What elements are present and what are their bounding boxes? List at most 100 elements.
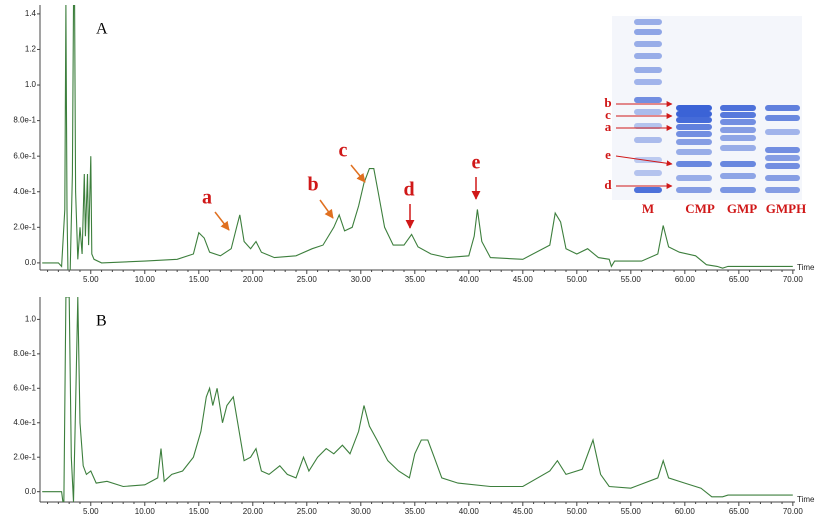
x-tick-label: 55.00 xyxy=(621,275,642,284)
lane-label: M xyxy=(642,201,654,216)
gel-band xyxy=(676,149,712,155)
x-tick-label: 15.00 xyxy=(189,507,210,516)
x-tick-label: 65.00 xyxy=(729,507,750,516)
x-tick-label: 55.00 xyxy=(621,507,642,516)
x-tick-label: 60.00 xyxy=(675,275,696,284)
gel-band xyxy=(720,187,756,193)
x-tick-label: 60.00 xyxy=(675,507,696,516)
gel-band xyxy=(720,145,756,151)
x-tick-label: 35.00 xyxy=(405,275,426,284)
x-axis-label: Time xyxy=(797,495,815,504)
gel-band xyxy=(720,119,756,125)
x-tick-label: 35.00 xyxy=(405,507,426,516)
lane-label: GMPH xyxy=(766,201,806,216)
y-tick-label: 2.0e-1 xyxy=(13,452,36,461)
gel-band xyxy=(720,112,756,118)
gel-band xyxy=(634,187,662,193)
x-tick-label: 50.00 xyxy=(567,275,588,284)
x-tick-label: 65.00 xyxy=(729,275,750,284)
x-tick-label: 30.00 xyxy=(351,507,372,516)
gel-band xyxy=(765,155,800,161)
x-tick-label: 70.00 xyxy=(783,507,804,516)
panel-label: A xyxy=(96,21,108,38)
y-tick-label: 1.0 xyxy=(25,315,37,324)
gel-band xyxy=(676,117,712,123)
gel-band xyxy=(720,105,756,111)
gel-band xyxy=(634,97,662,103)
band-label: d xyxy=(604,177,612,192)
y-tick-label: 4.0e-1 xyxy=(13,187,36,196)
gel-band xyxy=(676,124,712,130)
x-tick-label: 20.00 xyxy=(243,275,264,284)
x-tick-label: 15.00 xyxy=(189,275,210,284)
annotation-arrow xyxy=(350,164,366,183)
y-tick-label: 8.0e-1 xyxy=(13,349,36,358)
x-tick-label: 40.00 xyxy=(459,507,480,516)
gel-band xyxy=(765,163,800,169)
band-label: a xyxy=(605,119,612,134)
y-tick-label: 6.0e-1 xyxy=(13,383,36,392)
y-tick-label: 4.0e-1 xyxy=(13,418,36,427)
peak-annotation: b xyxy=(307,174,318,196)
gel-band xyxy=(634,109,662,115)
gel-band xyxy=(765,129,800,135)
gel-band xyxy=(765,147,800,153)
gel-band xyxy=(676,111,712,117)
gel-band xyxy=(765,175,800,181)
x-tick-label: 5.00 xyxy=(83,507,99,516)
panel-label: B xyxy=(96,313,107,330)
y-tick-label: 1.0 xyxy=(25,80,37,89)
peak-annotation: c xyxy=(339,140,348,162)
peak-annotation: e xyxy=(472,152,481,174)
x-tick-label: 40.00 xyxy=(459,275,480,284)
annotation-arrow xyxy=(214,211,230,231)
band-label: c xyxy=(605,107,611,122)
y-tick-label: 1.4 xyxy=(25,9,37,18)
band-label: e xyxy=(605,147,611,162)
x-tick-label: 45.00 xyxy=(513,507,534,516)
gel-band xyxy=(765,115,800,121)
x-axis-label: Time xyxy=(797,263,815,272)
gel-band xyxy=(634,29,662,35)
trace-line xyxy=(42,297,793,502)
y-tick-label: 0.0 xyxy=(25,258,37,267)
gel-band xyxy=(676,161,712,167)
x-tick-label: 25.00 xyxy=(297,507,318,516)
gel-band xyxy=(765,105,800,111)
gel-band xyxy=(720,161,756,167)
lane-label: GMP xyxy=(727,201,757,216)
x-tick-label: 30.00 xyxy=(351,275,372,284)
trace-line xyxy=(42,5,793,270)
gel-band xyxy=(720,135,756,141)
x-tick-label: 10.00 xyxy=(135,275,156,284)
gel-band xyxy=(765,187,800,193)
gel-band xyxy=(720,173,756,179)
gel-band xyxy=(634,170,662,176)
gel-band xyxy=(676,187,712,193)
gel-band xyxy=(720,127,756,133)
y-tick-label: 0.0 xyxy=(25,487,37,496)
y-tick-label: 8.0e-1 xyxy=(13,116,36,125)
gel-band xyxy=(634,137,662,143)
gel-band xyxy=(634,53,662,59)
x-tick-label: 5.00 xyxy=(83,275,99,284)
annotation-arrow xyxy=(319,199,334,219)
y-tick-label: 1.2 xyxy=(25,45,37,54)
x-tick-label: 45.00 xyxy=(513,275,534,284)
x-tick-label: 25.00 xyxy=(297,275,318,284)
gel-band xyxy=(676,139,712,145)
y-tick-label: 2.0e-1 xyxy=(13,222,36,231)
x-tick-label: 10.00 xyxy=(135,507,156,516)
lane-label: CMP xyxy=(685,201,715,216)
gel-band xyxy=(676,131,712,137)
x-tick-label: 70.00 xyxy=(783,275,804,284)
y-tick-label: 6.0e-1 xyxy=(13,151,36,160)
gel-band xyxy=(634,19,662,25)
gel-band xyxy=(634,41,662,47)
peak-annotation: d xyxy=(403,179,414,201)
band-arrow xyxy=(615,155,673,167)
gel-band xyxy=(676,175,712,181)
gel-band xyxy=(676,105,712,111)
